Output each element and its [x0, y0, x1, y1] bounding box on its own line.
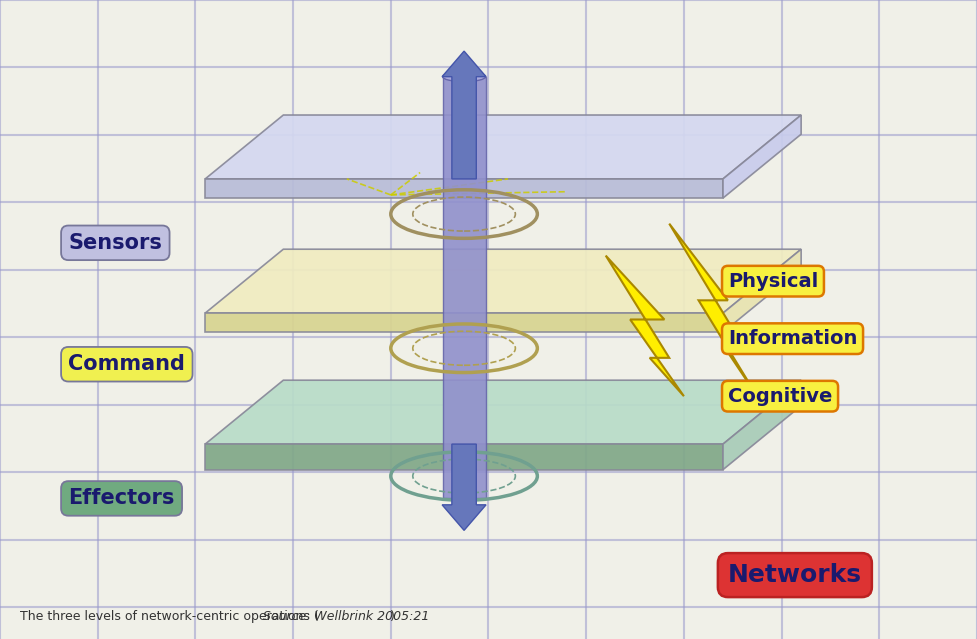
Polygon shape	[205, 249, 801, 313]
FancyArrow shape	[442, 51, 486, 179]
Polygon shape	[723, 115, 801, 198]
Polygon shape	[723, 249, 801, 332]
Polygon shape	[205, 115, 801, 179]
Polygon shape	[205, 313, 723, 332]
Polygon shape	[205, 444, 723, 470]
Polygon shape	[669, 224, 757, 396]
Text: Physical: Physical	[728, 272, 818, 291]
Text: Cognitive: Cognitive	[728, 387, 832, 406]
Text: Command: Command	[68, 354, 186, 374]
Text: ).: ).	[391, 610, 400, 623]
Polygon shape	[606, 256, 684, 396]
Polygon shape	[205, 179, 723, 198]
Text: The three levels of network-centric operations (: The three levels of network-centric oper…	[20, 610, 319, 623]
Text: Source: Wellbrink 2005:21: Source: Wellbrink 2005:21	[264, 610, 430, 623]
Text: Sensors: Sensors	[68, 233, 162, 253]
Text: Information: Information	[728, 329, 857, 348]
Polygon shape	[205, 380, 801, 444]
FancyArrow shape	[442, 444, 486, 530]
Bar	[443, 77, 486, 498]
Ellipse shape	[443, 72, 486, 82]
Text: Effectors: Effectors	[68, 488, 175, 509]
Polygon shape	[723, 380, 801, 470]
Text: Networks: Networks	[728, 563, 862, 587]
